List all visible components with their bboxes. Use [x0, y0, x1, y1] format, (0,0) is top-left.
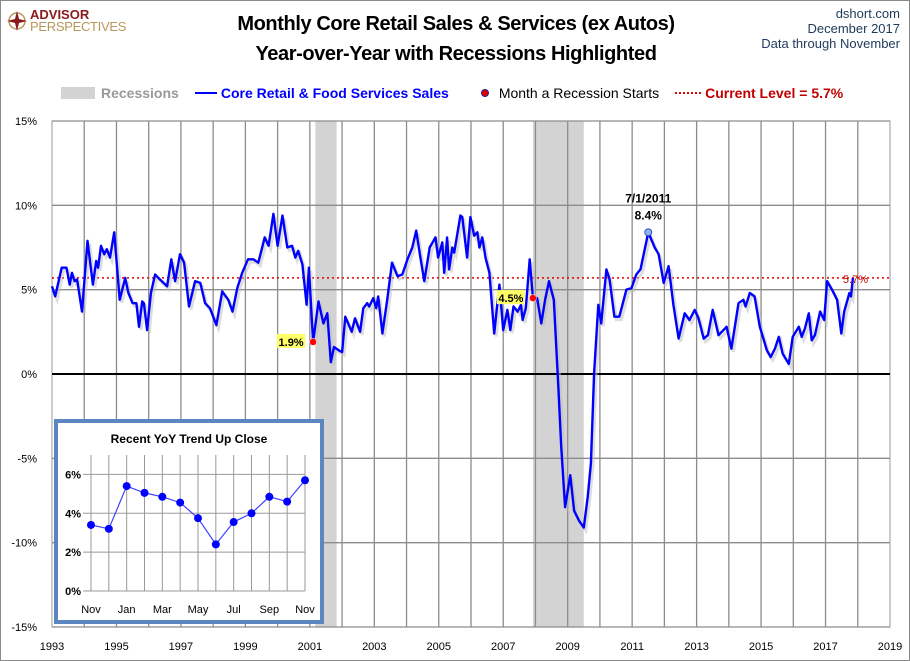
x-tick-label: 2009 — [555, 641, 579, 653]
peak-marker — [644, 228, 653, 237]
inset-data-point — [229, 518, 238, 527]
inset-data-point — [87, 520, 95, 529]
inset-chart: Recent YoY Trend Up Close 0% 2% 4% 6% Nov Jan M… — [54, 419, 324, 624]
inset-x-tick-label: Nov — [295, 604, 315, 616]
data-through: Data through November — [761, 36, 900, 51]
legend-recession-start-label: Month a Recession Starts — [498, 85, 660, 101]
legend-recessions: Recessions — [61, 85, 179, 101]
x-tick-label: 2019 — [878, 641, 902, 653]
inset-x-tick-label: Sep — [260, 604, 280, 616]
legend-current-level: Current Level = 5.7% — [675, 85, 843, 101]
inset-y-tick-label: 4% — [65, 508, 81, 520]
x-tick-label: 2007 — [491, 641, 515, 653]
y-tick-label: -5% — [17, 453, 37, 465]
series-line — [50, 212, 855, 529]
y-tick-label: 10% — [15, 200, 37, 212]
legend-series-label: Core Retail & Food Services Sales — [220, 85, 449, 101]
x-tick-label: 2005 — [427, 641, 451, 653]
inset-x-tick-label: Jul — [227, 604, 241, 616]
x-tick-label: 2003 — [362, 641, 386, 653]
red-dot-icon — [480, 89, 489, 97]
chart-subtitle: Year-over-Year with Recessions Highlight… — [255, 43, 657, 65]
logo-text-top: ADVISOR — [30, 7, 90, 22]
recession-start-label: 4.5% — [498, 293, 523, 305]
inset-data-point — [194, 514, 202, 523]
legend-recession-start: Month a Recession Starts — [480, 85, 660, 101]
x-tick-label: 1997 — [169, 641, 193, 653]
inset-data-point — [247, 509, 256, 518]
x-tick-label: 2013 — [684, 641, 708, 653]
current-level-value-label: 5.7% — [843, 274, 868, 286]
inset-x-tick-label: Mar — [153, 604, 172, 616]
dotted-line-swatch — [675, 92, 702, 94]
recession-start-dot — [529, 294, 537, 302]
source-text: dshort.com — [835, 6, 900, 21]
inset-data-point — [265, 492, 274, 501]
inset-y-tick-label: 2% — [65, 547, 81, 559]
inset-y-tick-label: 6% — [65, 469, 81, 481]
inset-title: Recent YoY Trend Up Close — [111, 432, 268, 446]
inset-data-point — [211, 540, 220, 549]
peak-date-label: 7/1/2011 — [625, 191, 671, 205]
inset-frame — [54, 419, 324, 624]
y-tick-label: -15% — [11, 622, 37, 634]
recession-start-dot — [309, 338, 317, 346]
x-tick-label: 2017 — [813, 641, 837, 653]
legend: Recessions Core Retail & Food Services S… — [61, 85, 859, 101]
recession-start-label: 1.9% — [279, 337, 304, 349]
x-tick-label: 1993 — [40, 641, 64, 653]
peak-value-label: 8.4% — [635, 208, 663, 222]
legend-current-level-label: Current Level = 5.7% — [705, 85, 844, 101]
inset-data-point — [140, 488, 149, 497]
inset-data-point — [176, 498, 185, 507]
compass-logo-icon — [7, 11, 27, 31]
inset-data-point — [104, 524, 113, 533]
x-tick-label: 1999 — [233, 641, 257, 653]
legend-series: Core Retail & Food Services Sales — [194, 85, 449, 101]
x-tick-label: 2015 — [749, 641, 773, 653]
inset-x-tick-label: Jan — [118, 604, 136, 616]
recession-start-label-bg — [277, 333, 306, 348]
series-swatch — [194, 92, 217, 94]
x-tick-label: 2001 — [298, 641, 322, 653]
inset-data-point — [301, 476, 309, 485]
legend-recessions-label: Recessions — [101, 85, 179, 101]
recession-start-label-bg — [496, 290, 525, 305]
recession-swatch — [61, 87, 95, 99]
logo-text-bottom: PERSPECTIVES — [30, 19, 127, 34]
y-tick-label: 5% — [21, 285, 37, 297]
x-tick-label: 2011 — [620, 641, 644, 653]
inset-data-point — [158, 492, 167, 501]
y-tick-label: 15% — [15, 116, 37, 128]
x-tick-label: 1995 — [104, 641, 128, 653]
y-tick-label: -10% — [11, 538, 37, 550]
chart-title: Monthly Core Retail Sales & Services (ex… — [237, 13, 675, 35]
inset-y-tick-label: 0% — [65, 586, 81, 598]
advisor-perspectives-logo: ADVISOR PERSPECTIVES — [7, 7, 127, 34]
inset-data-point — [122, 482, 131, 491]
publish-date: December 2017 — [807, 21, 901, 36]
inset-data-point — [283, 497, 292, 506]
y-tick-label: 0% — [21, 369, 37, 381]
inset-x-tick-label: May — [188, 604, 209, 616]
inset-x-tick-label: Nov — [81, 604, 101, 616]
